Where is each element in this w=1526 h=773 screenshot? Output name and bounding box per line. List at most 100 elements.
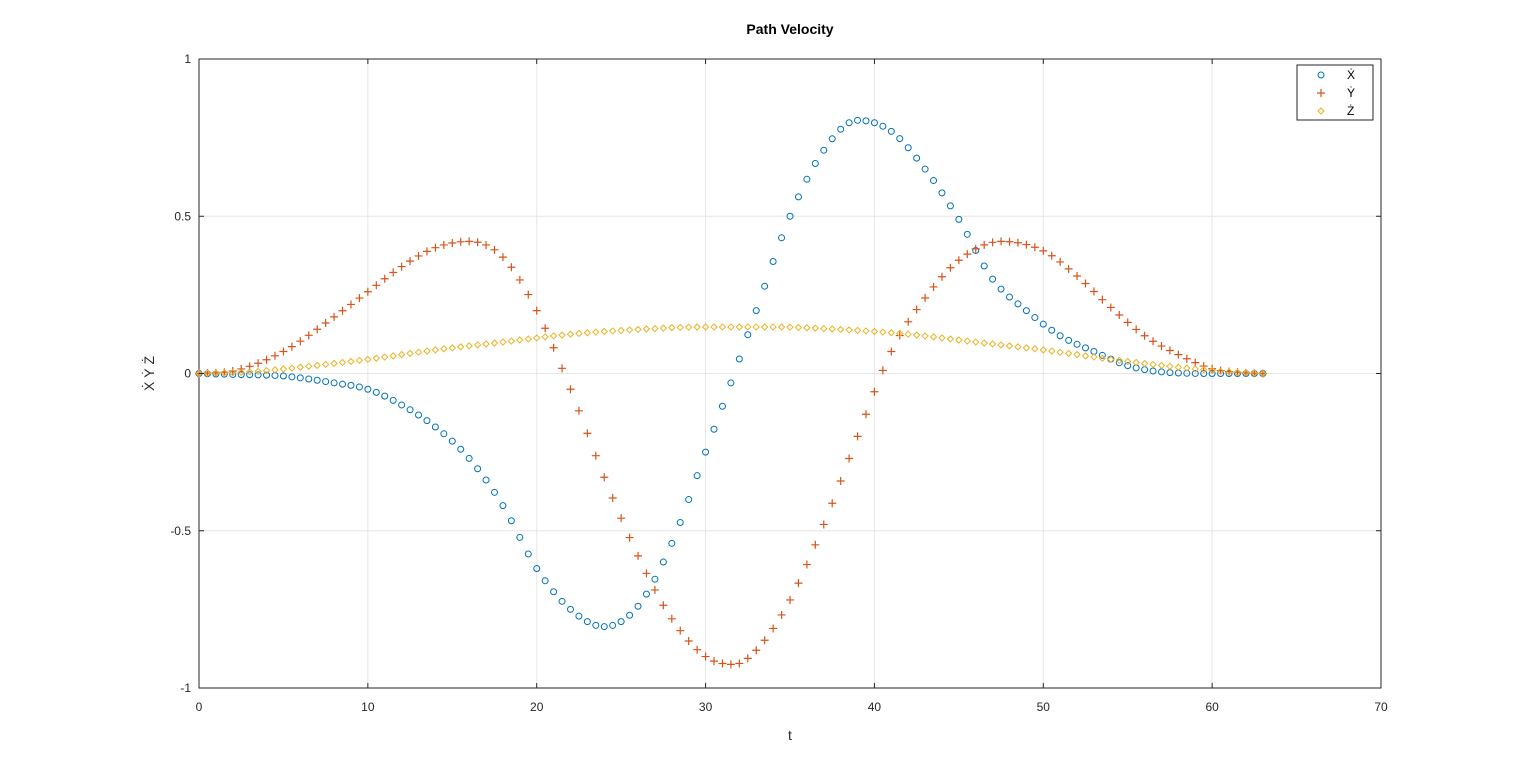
data-point [279,347,288,356]
data-point [896,135,904,143]
data-point [642,325,651,333]
data-point [600,623,608,631]
data-point [1048,326,1056,334]
data-point [592,328,600,336]
data-point [254,367,262,376]
data-point [608,493,617,502]
data-point [913,154,921,162]
data-point [954,256,963,265]
data-point [482,340,490,348]
data-point [1098,295,1107,304]
data-point [448,238,457,247]
data-point [1056,257,1065,266]
data-point [423,347,431,355]
data-point [305,362,313,371]
data-point [339,380,347,388]
data-point [735,323,744,331]
data-point [541,333,549,341]
data-point [1200,369,1208,377]
data-point [321,360,330,369]
data-point [1081,279,1090,288]
data-point [1259,369,1267,378]
data-point [811,540,820,549]
data-point [1090,353,1098,361]
data-point [490,245,499,254]
data-point [963,337,972,345]
data-point [752,307,760,315]
data-point [1073,272,1082,281]
data-point [820,324,828,333]
data-point [1005,342,1014,350]
data-point [693,645,702,654]
data-point [1191,369,1199,377]
data-point [482,476,490,484]
data-point [533,564,541,572]
data-point [583,429,592,438]
data-point [836,477,845,486]
data-point [347,357,355,366]
data-point [828,325,836,333]
data-point [828,135,836,143]
data-point [313,376,321,384]
data-point [845,454,854,463]
data-point [414,348,423,356]
data-point [651,324,659,333]
data-point [1132,358,1140,367]
data-point [398,401,406,409]
data-point [1157,342,1166,351]
data-point [642,590,650,598]
data-point [228,366,237,375]
data-point [1132,325,1141,334]
data-point [642,569,651,578]
data-point [879,122,887,130]
y-tick-label: 0 [184,367,191,381]
data-point [778,234,786,242]
data-point [397,262,406,271]
data-point [718,323,727,331]
data-point [870,119,878,127]
data-point [338,306,347,315]
data-point [963,230,971,238]
data-point [895,331,904,340]
data-point [1098,354,1107,362]
data-point [229,368,237,377]
data-point [600,473,609,482]
data-point [1174,363,1183,371]
data-point [879,328,887,336]
data-point [524,550,532,558]
data-point [431,346,440,354]
data-point [591,451,600,460]
x-tick-label: 50 [1037,700,1051,714]
data-point [786,212,794,220]
data-point [626,611,634,619]
data-point [853,326,862,335]
data-point [1166,369,1174,377]
data-point [1039,320,1047,328]
data-point [997,237,1006,246]
data-point [659,601,668,610]
data-point [1022,307,1030,315]
data-point [1123,318,1132,327]
data-point [710,657,719,666]
data-point [634,551,643,560]
data-point [406,349,414,358]
data-point [955,215,963,223]
data-point [693,472,701,480]
x-axis-title: t [788,727,792,743]
data-point [1064,264,1073,273]
data-point [727,323,735,331]
data-point [271,366,279,374]
data-point [490,339,499,347]
data-point [381,353,389,361]
data-point [668,539,676,547]
data-point [777,323,786,331]
data-point [651,575,659,583]
data-point [896,329,904,338]
data-point [955,336,963,344]
data-point [617,326,625,335]
data-point [921,332,929,340]
data-point [980,339,988,347]
data-point [270,351,279,360]
data-point [752,323,760,331]
data-point [321,319,330,328]
